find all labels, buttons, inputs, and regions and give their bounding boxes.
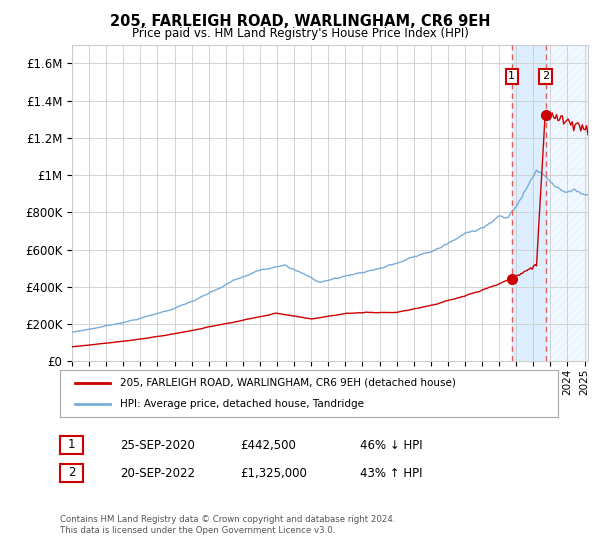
Text: 20-SEP-2022: 20-SEP-2022 [120, 466, 195, 480]
Bar [545, 45, 600, 361]
Text: £1,325,000: £1,325,000 [240, 466, 307, 480]
Bar [512, 45, 545, 361]
Text: 1: 1 [508, 72, 515, 81]
Text: £442,500: £442,500 [240, 438, 296, 452]
Text: Price paid vs. HM Land Registry's House Price Index (HPI): Price paid vs. HM Land Registry's House … [131, 27, 469, 40]
Text: 2: 2 [542, 72, 549, 81]
Text: 46% ↓ HPI: 46% ↓ HPI [360, 438, 422, 452]
Text: Contains HM Land Registry data © Crown copyright and database right 2024.
This d: Contains HM Land Registry data © Crown c… [60, 515, 395, 535]
Text: 2: 2 [68, 466, 75, 479]
Text: 205, FARLEIGH ROAD, WARLINGHAM, CR6 9EH: 205, FARLEIGH ROAD, WARLINGHAM, CR6 9EH [110, 14, 490, 29]
Text: 1: 1 [68, 438, 75, 451]
Text: 43% ↑ HPI: 43% ↑ HPI [360, 466, 422, 480]
Text: HPI: Average price, detached house, Tandridge: HPI: Average price, detached house, Tand… [120, 399, 364, 409]
Text: 205, FARLEIGH ROAD, WARLINGHAM, CR6 9EH (detached house): 205, FARLEIGH ROAD, WARLINGHAM, CR6 9EH … [120, 378, 455, 388]
Text: 25-SEP-2020: 25-SEP-2020 [120, 438, 195, 452]
